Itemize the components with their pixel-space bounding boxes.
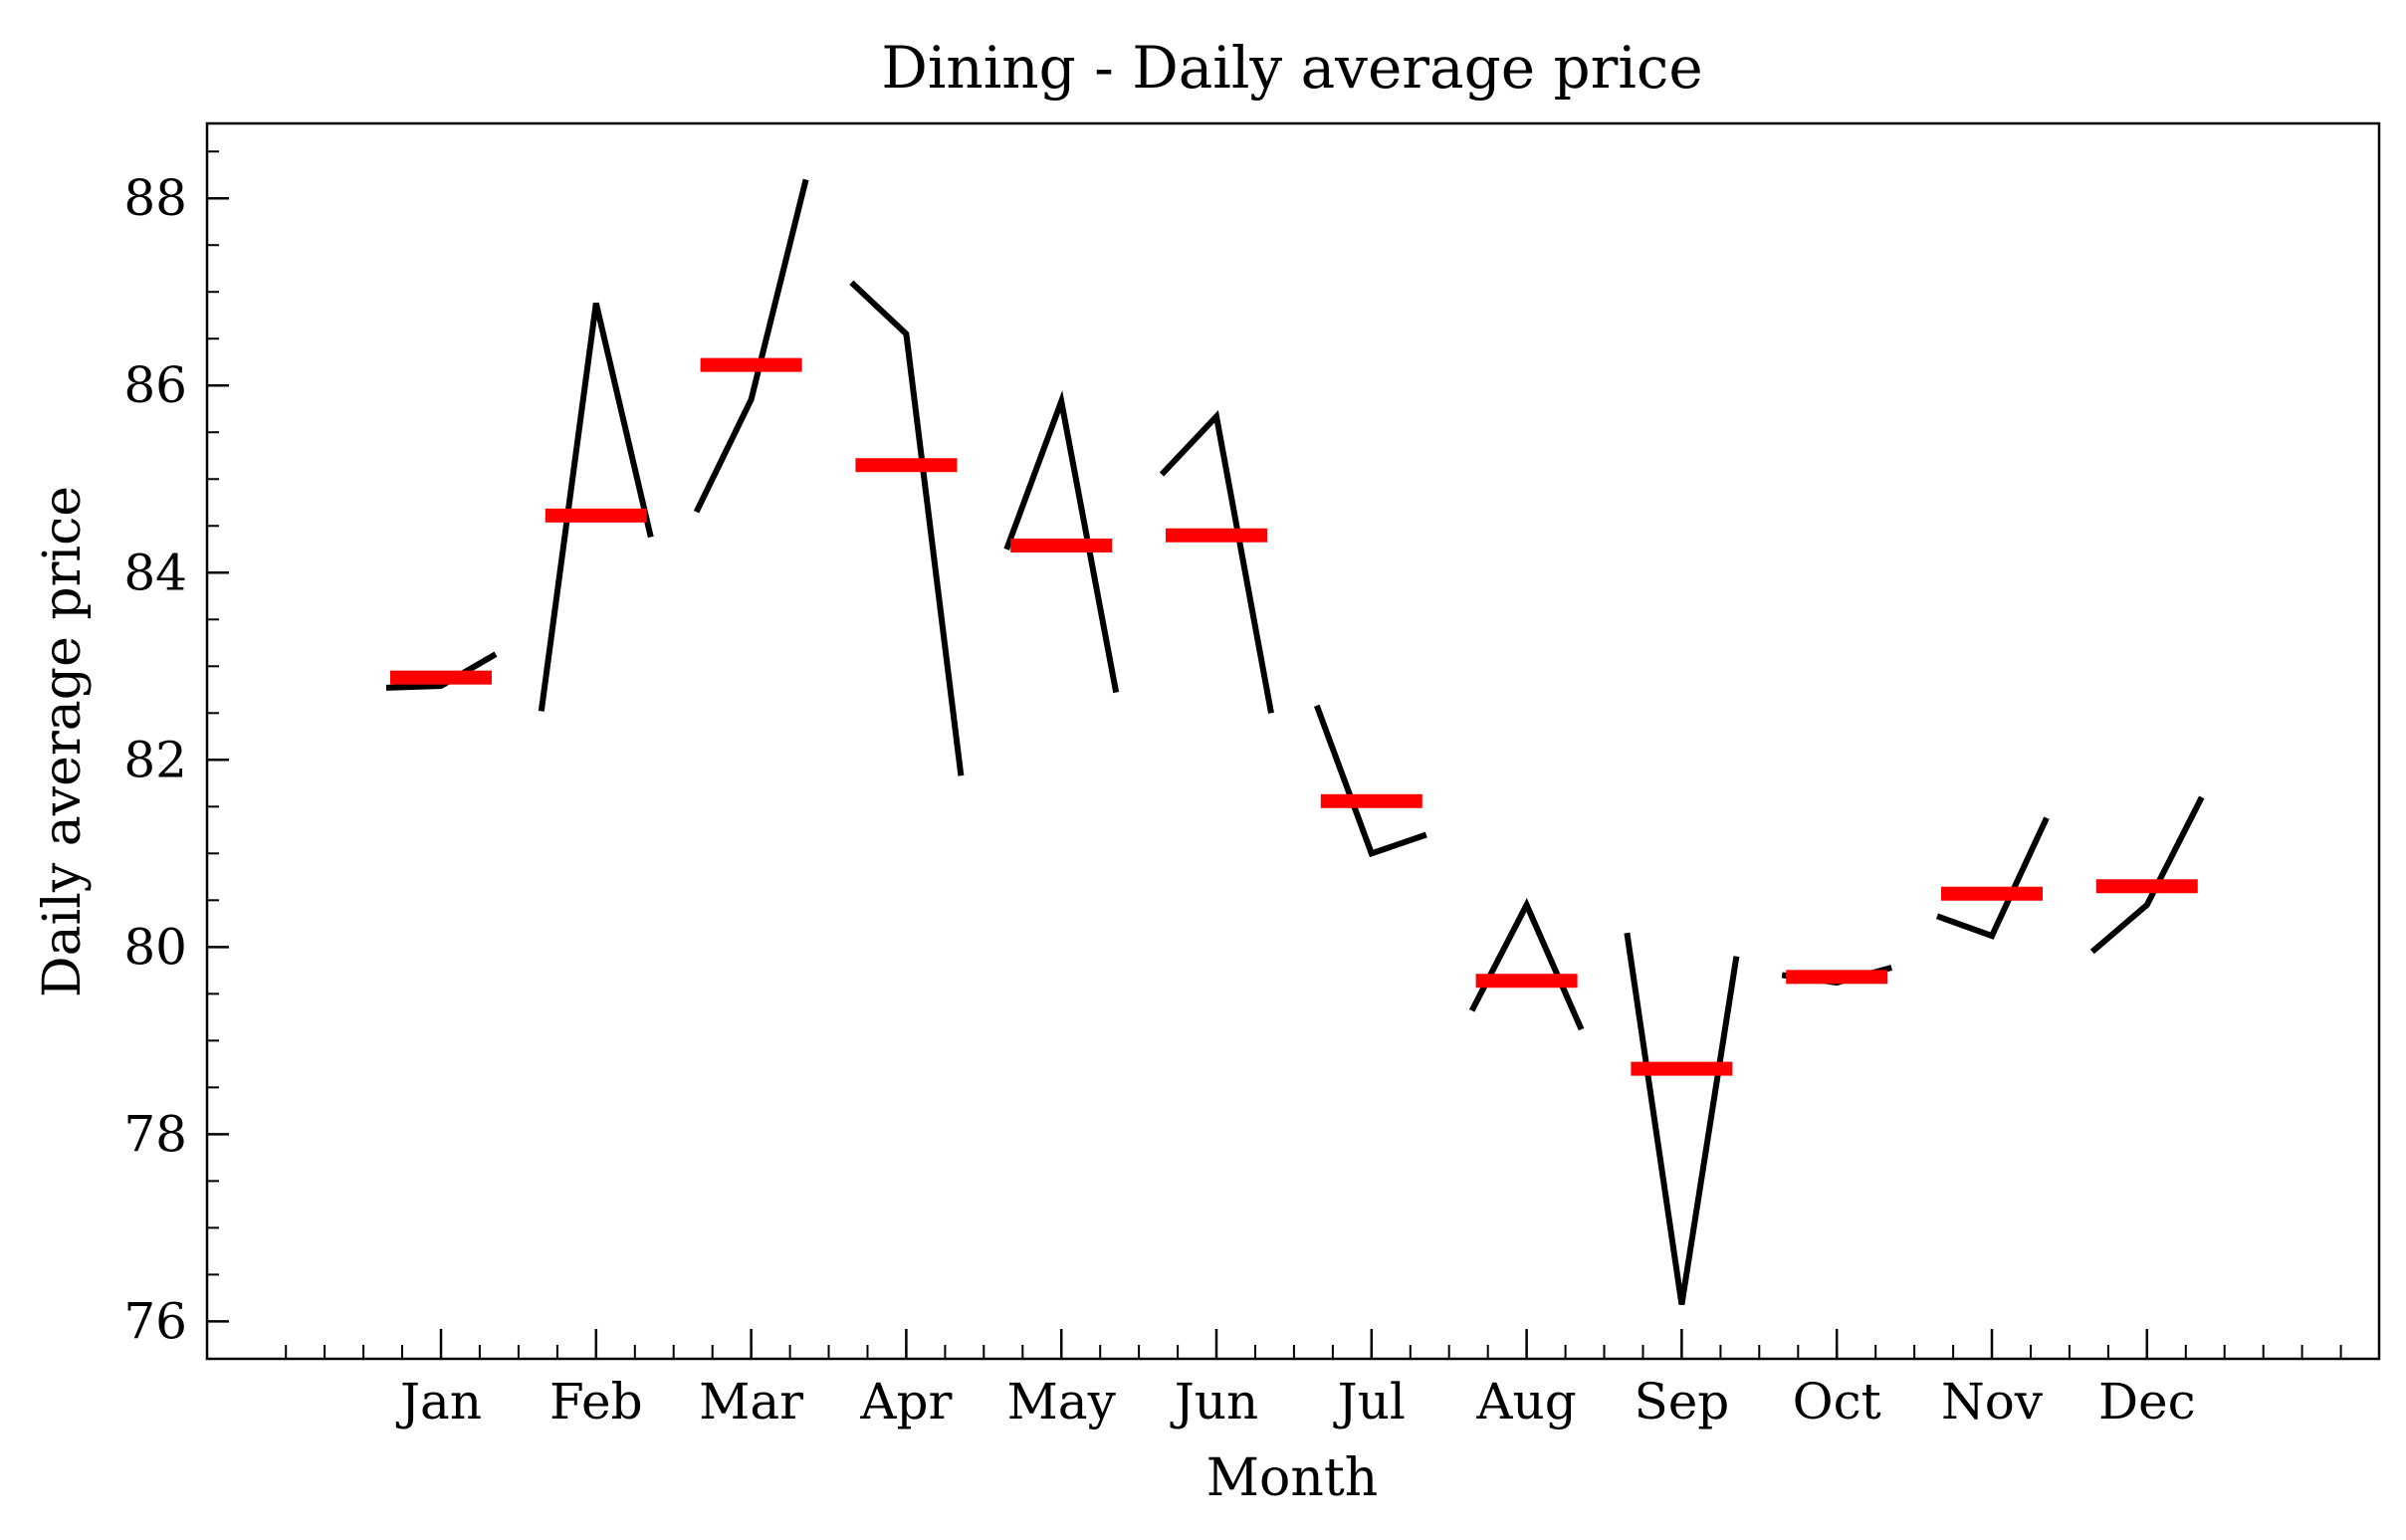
x-tick-label-oct: Oct <box>1793 1373 1881 1430</box>
month-line-jun <box>1159 409 1274 714</box>
x-tick-label-may: May <box>1007 1373 1117 1430</box>
month-line-mar <box>693 178 809 514</box>
x-axis-label: Month <box>1206 1448 1378 1508</box>
month-line-apr <box>849 280 965 776</box>
y-axis-label: Daily average price <box>33 486 93 997</box>
x-tick-label-aug: Aug <box>1475 1373 1576 1430</box>
month-line-jul <box>1313 704 1427 858</box>
x-tick-label-jun: Jun <box>1170 1373 1258 1430</box>
axes: 76 78 80 82 84 86 88 Jan Feb Mar Apr May Jun Jul Aug Se… <box>123 150 2342 1430</box>
y-tick-label-78: 78 <box>123 1105 187 1163</box>
month-line-feb <box>538 302 654 712</box>
x-tick-label-feb: Feb <box>549 1373 643 1430</box>
x-tick-label-apr: Apr <box>859 1373 952 1430</box>
y-tick-label-80: 80 <box>123 918 187 976</box>
y-tick-label-76: 76 <box>123 1292 187 1350</box>
x-tick-label-sep: Sep <box>1634 1373 1729 1430</box>
chart-title: Dining - Daily average price <box>881 34 1702 102</box>
y-tick-label-84: 84 <box>123 544 187 601</box>
x-tick-label-jul: Jul <box>1333 1373 1406 1430</box>
month-line-nov <box>1935 816 2050 940</box>
y-tick-label-82: 82 <box>123 731 187 788</box>
y-tick-label-88: 88 <box>123 169 187 227</box>
month-line-jan <box>385 651 498 691</box>
x-tick-label-nov: Nov <box>1941 1373 2044 1430</box>
month-line-may <box>1003 390 1120 694</box>
x-tick-label-jan: Jan <box>395 1373 482 1430</box>
plot-area <box>385 178 2205 1305</box>
x-tick-label-mar: Mar <box>699 1373 803 1430</box>
y-tick-label-86: 86 <box>123 356 187 414</box>
x-tick-label-dec: Dec <box>2098 1373 2196 1430</box>
month-line-dec <box>2089 795 2205 955</box>
